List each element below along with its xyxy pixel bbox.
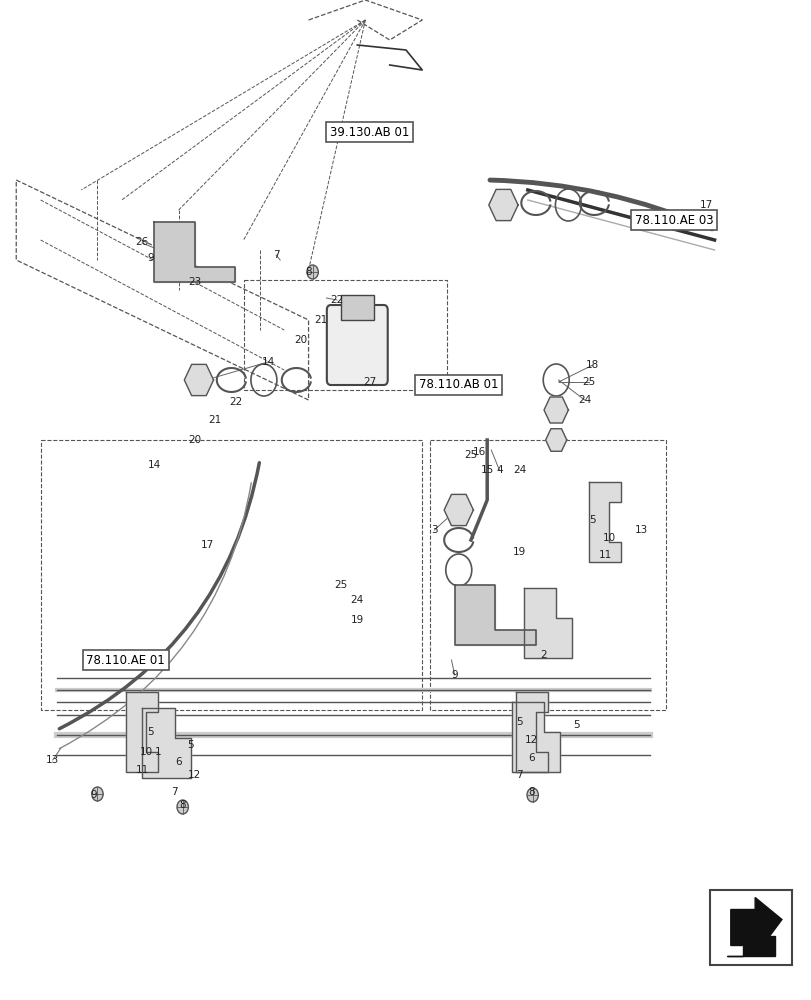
Text: 5: 5 (589, 515, 595, 525)
Polygon shape (543, 397, 568, 423)
FancyBboxPatch shape (326, 305, 387, 385)
Polygon shape (726, 936, 775, 956)
Circle shape (177, 800, 188, 814)
Text: 22: 22 (229, 397, 242, 407)
Circle shape (307, 265, 318, 279)
Text: 2: 2 (540, 650, 547, 660)
Text: 17: 17 (699, 200, 712, 210)
Text: 10: 10 (602, 533, 615, 543)
Text: 78.110.AE 03: 78.110.AE 03 (634, 214, 712, 227)
Text: 20: 20 (294, 335, 307, 345)
Text: 18: 18 (586, 360, 599, 370)
Text: 7: 7 (272, 250, 279, 260)
Text: 24: 24 (513, 465, 526, 475)
Circle shape (526, 788, 538, 802)
Text: 14: 14 (261, 357, 274, 367)
Text: 19: 19 (513, 547, 526, 557)
Circle shape (92, 787, 103, 801)
Polygon shape (545, 429, 566, 451)
Text: 12: 12 (188, 770, 201, 780)
Text: 11: 11 (135, 765, 148, 775)
Text: 78.110.AB 01: 78.110.AB 01 (418, 378, 498, 391)
Text: 10: 10 (139, 747, 152, 757)
Text: 5: 5 (516, 717, 522, 727)
Text: 26: 26 (135, 237, 148, 247)
Text: 13: 13 (634, 525, 647, 535)
Polygon shape (511, 702, 560, 772)
Text: 17: 17 (200, 540, 213, 550)
Text: 8: 8 (528, 787, 534, 797)
Text: 20: 20 (188, 435, 201, 445)
Text: 23: 23 (188, 277, 201, 287)
Text: 15: 15 (480, 465, 493, 475)
Text: 3: 3 (431, 525, 437, 535)
Text: 14: 14 (148, 460, 161, 470)
Text: 7: 7 (171, 787, 178, 797)
Polygon shape (444, 494, 473, 526)
Text: 25: 25 (581, 377, 594, 387)
Text: 4: 4 (496, 465, 502, 475)
Text: 5: 5 (147, 727, 153, 737)
Text: 5: 5 (187, 740, 194, 750)
Text: 24: 24 (577, 395, 590, 405)
Text: 16: 16 (472, 447, 485, 457)
Text: 6: 6 (175, 757, 182, 767)
Text: 19: 19 (350, 615, 363, 625)
Polygon shape (154, 222, 235, 282)
Text: 11: 11 (598, 550, 611, 560)
Polygon shape (523, 588, 572, 658)
Text: 6: 6 (528, 753, 534, 763)
Text: 39.130.AB 01: 39.130.AB 01 (329, 125, 409, 138)
Text: 12: 12 (525, 735, 538, 745)
Polygon shape (515, 692, 547, 772)
Polygon shape (730, 898, 781, 956)
Text: 13: 13 (46, 755, 59, 765)
Polygon shape (126, 692, 158, 772)
Text: 22: 22 (330, 295, 343, 305)
Text: 24: 24 (350, 595, 363, 605)
Text: 9: 9 (90, 790, 97, 800)
Text: 78.110.AE 01: 78.110.AE 01 (87, 654, 165, 666)
Bar (341, 295, 373, 320)
Polygon shape (588, 482, 620, 562)
Text: 9: 9 (451, 670, 457, 680)
Text: 21: 21 (208, 415, 221, 425)
Polygon shape (488, 189, 517, 221)
Text: 8: 8 (179, 800, 186, 810)
Text: 25: 25 (464, 450, 477, 460)
Text: 7: 7 (516, 770, 522, 780)
Bar (710, 890, 791, 965)
Polygon shape (184, 364, 213, 396)
Polygon shape (454, 585, 535, 645)
Polygon shape (142, 708, 191, 778)
Text: 25: 25 (334, 580, 347, 590)
Text: 27: 27 (363, 377, 375, 387)
Text: 5: 5 (573, 720, 579, 730)
Text: 1: 1 (155, 747, 161, 757)
Text: 21: 21 (314, 315, 327, 325)
Text: 8: 8 (305, 267, 311, 277)
Text: 9: 9 (147, 253, 153, 263)
